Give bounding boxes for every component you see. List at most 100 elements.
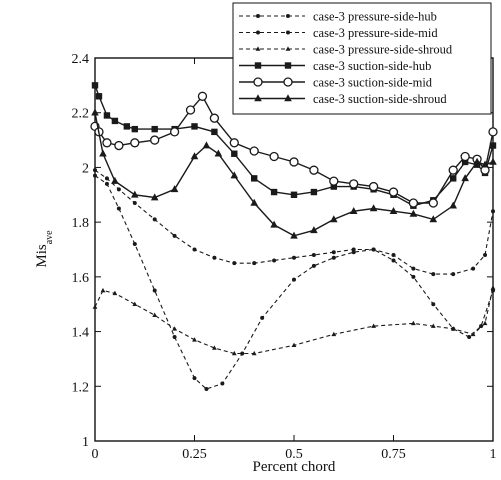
data-point bbox=[229, 138, 239, 148]
data-point bbox=[388, 187, 399, 197]
y-axis-title-subscript: ave bbox=[44, 230, 55, 244]
legend-box bbox=[232, 2, 492, 115]
legend-item: case-3 suction-side-mid bbox=[239, 76, 433, 90]
data-point bbox=[152, 312, 158, 317]
data-point bbox=[256, 30, 260, 35]
data-point bbox=[450, 326, 456, 331]
data-point bbox=[408, 198, 419, 208]
data-point bbox=[220, 381, 225, 386]
data-point bbox=[489, 142, 497, 149]
data-point bbox=[93, 173, 97, 178]
data-point bbox=[254, 94, 262, 102]
data-point bbox=[112, 290, 118, 296]
x-tick-label: 0 bbox=[92, 447, 99, 462]
data-point bbox=[292, 277, 296, 282]
data-point bbox=[411, 320, 416, 326]
data-point bbox=[269, 151, 279, 162]
data-point bbox=[368, 181, 379, 192]
data-point bbox=[349, 207, 358, 214]
data-point bbox=[123, 123, 131, 130]
series-3 bbox=[92, 285, 496, 356]
data-point bbox=[169, 127, 180, 137]
data-point bbox=[448, 165, 458, 175]
legend-label: case-3 pressure-side-hub bbox=[313, 10, 437, 24]
data-point bbox=[429, 215, 438, 223]
data-point bbox=[411, 266, 416, 271]
series-1 bbox=[93, 168, 495, 277]
data-point bbox=[481, 160, 489, 168]
data-point bbox=[290, 231, 298, 239]
data-point bbox=[310, 188, 318, 196]
data-point bbox=[289, 157, 299, 167]
series-line bbox=[94, 169, 494, 275]
data-point bbox=[283, 77, 293, 87]
data-point bbox=[111, 117, 119, 125]
data-point bbox=[428, 198, 438, 208]
data-point bbox=[230, 171, 239, 179]
axis-ticks: 0 0.25 0.5 0.75 1 1 1.2 1.4 1.6 1.8 2 2.2 2.4 bbox=[72, 52, 497, 462]
data-point bbox=[431, 302, 436, 307]
data-point bbox=[91, 82, 99, 89]
data-point bbox=[461, 174, 469, 182]
data-point bbox=[483, 252, 488, 257]
y-axis-title: Misave bbox=[34, 230, 55, 268]
data-point bbox=[490, 285, 496, 290]
data-point bbox=[132, 301, 138, 307]
data-point bbox=[92, 304, 98, 309]
legend-label: case-3 suction-side-mid bbox=[313, 76, 433, 90]
legend-label: case-3 suction-side-hub bbox=[313, 59, 431, 73]
data-point bbox=[311, 263, 316, 268]
data-point bbox=[470, 331, 476, 337]
data-point bbox=[204, 387, 209, 392]
data-point bbox=[290, 191, 298, 198]
data-point bbox=[99, 149, 107, 157]
data-point bbox=[329, 176, 339, 186]
data-point bbox=[351, 247, 356, 252]
y-tick-label: 1.8 bbox=[72, 216, 90, 231]
y-tick-label: 2.4 bbox=[72, 52, 90, 67]
data-point bbox=[431, 272, 436, 277]
data-point bbox=[272, 258, 277, 263]
data-point bbox=[250, 198, 258, 206]
data-point bbox=[255, 46, 261, 51]
data-point bbox=[251, 175, 258, 182]
data-point bbox=[284, 62, 292, 69]
data-point bbox=[91, 108, 99, 116]
legend-item: case-3 pressure-side-mid bbox=[239, 26, 438, 40]
data-point bbox=[192, 337, 197, 342]
data-point bbox=[351, 250, 356, 255]
x-tick-label: 0.25 bbox=[182, 447, 207, 462]
data-point bbox=[251, 350, 257, 356]
data-point bbox=[479, 324, 484, 329]
data-point bbox=[111, 176, 119, 184]
data-point bbox=[330, 215, 338, 223]
data-point bbox=[214, 149, 223, 157]
y-tick-label: 2.2 bbox=[72, 107, 90, 122]
data-point bbox=[252, 261, 257, 266]
data-point bbox=[104, 176, 109, 181]
legend-item: case-3 pressure-side-shroud bbox=[239, 43, 453, 57]
x-tick-label: 0.75 bbox=[381, 447, 406, 462]
y-axis-title-main: Mis bbox=[34, 244, 50, 268]
data-point bbox=[371, 323, 376, 328]
data-point bbox=[330, 183, 337, 190]
data-point bbox=[132, 200, 137, 205]
series-layer bbox=[90, 82, 498, 392]
data-point bbox=[212, 255, 217, 260]
data-point bbox=[371, 247, 376, 252]
data-point bbox=[270, 188, 278, 196]
data-point bbox=[349, 179, 359, 189]
data-point bbox=[256, 14, 260, 18]
y-tick-label: 1.4 bbox=[72, 326, 90, 341]
legend: case-3 pressure-side-hub case-3 pressure-… bbox=[232, 2, 492, 115]
data-point bbox=[116, 206, 121, 211]
data-point bbox=[192, 376, 197, 381]
data-point bbox=[286, 14, 290, 18]
data-point bbox=[285, 46, 291, 51]
data-point bbox=[103, 112, 111, 119]
data-point bbox=[467, 335, 472, 340]
data-point bbox=[150, 135, 160, 145]
series-6 bbox=[91, 108, 497, 239]
y-tick-label: 2 bbox=[82, 161, 89, 176]
data-point bbox=[391, 258, 396, 263]
